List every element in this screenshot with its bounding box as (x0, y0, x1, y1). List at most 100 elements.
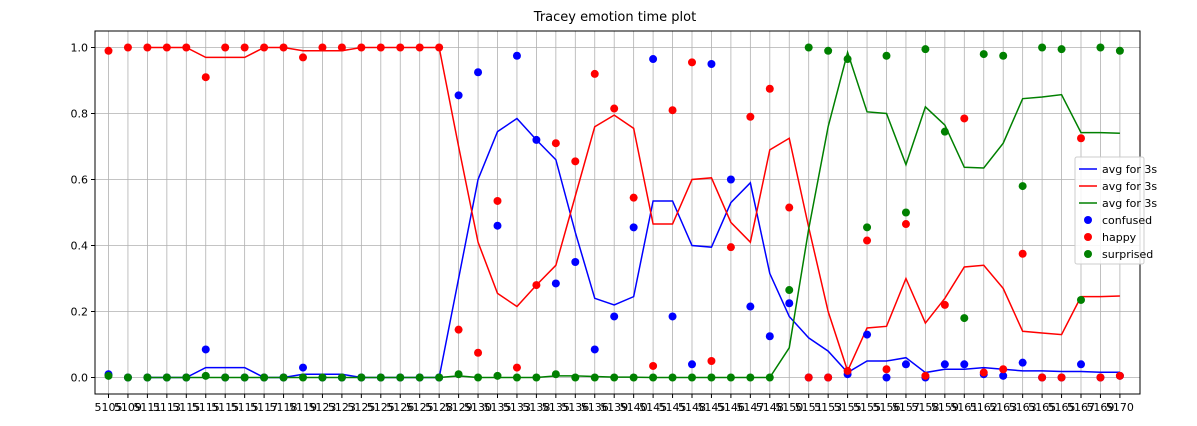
happy-point (1077, 134, 1085, 143)
confused-point (765, 332, 774, 341)
surprised-point (999, 51, 1008, 60)
x-tick-label: 5148 (678, 401, 706, 414)
surprised-point (221, 373, 230, 382)
surprised-point (843, 55, 852, 64)
happy-point (357, 43, 366, 52)
x-tick-label: 5151 (795, 401, 823, 414)
happy-point (921, 371, 930, 380)
x-tick-label: 5165 (1048, 401, 1076, 414)
x-tick-label: 5123 (308, 401, 336, 414)
happy-point (824, 373, 833, 382)
x-tick-label: 5169 (1086, 401, 1114, 414)
x-tick-label: 5145 (697, 401, 725, 414)
surprised-point (493, 371, 502, 380)
happy-point (649, 361, 658, 370)
surprised-point (512, 373, 521, 382)
surprised-point (726, 373, 735, 382)
happy-point (1057, 373, 1066, 382)
happy-point (512, 363, 521, 372)
surprised-point (765, 373, 774, 382)
x-tick-label: 5115 (172, 401, 200, 414)
happy-point (804, 373, 813, 382)
x-tick-label: 5135 (542, 401, 570, 414)
x-tick-label: 5128 (425, 401, 453, 414)
surprised-point (824, 46, 833, 55)
happy-point (688, 58, 696, 67)
x-tick-label: 5125 (367, 401, 395, 414)
confused-point (960, 360, 969, 369)
happy-point (785, 203, 794, 212)
happy-point (940, 300, 949, 309)
points-layer (104, 43, 1124, 382)
surprised-point (863, 223, 872, 232)
x-tick-label: 5145 (659, 401, 687, 414)
confused-point (901, 360, 910, 369)
surprised-point (551, 370, 560, 379)
x-tick-label: 5146 (717, 401, 745, 414)
x-tick-label: 5119 (289, 401, 317, 414)
x-tick-label: 5150 (775, 401, 803, 414)
y-tick-label: 1.0 (71, 42, 89, 55)
surprised-point (610, 373, 619, 382)
happy-point (337, 43, 346, 52)
x-tick-label: 5156 (873, 401, 901, 414)
x-tick-label: 5167 (1067, 401, 1095, 414)
legend-label: surprised (1102, 248, 1153, 261)
confused-point (474, 68, 483, 77)
surprised-point (162, 373, 171, 382)
happy-point (201, 73, 210, 82)
surprised-point (474, 373, 483, 382)
confused-point (746, 302, 755, 311)
x-tick-label: 5153 (814, 401, 842, 414)
x-tick-label: 5126 (386, 401, 414, 414)
happy-point (318, 43, 327, 52)
avg-line-0000ff (147, 117, 1120, 379)
x-tick-label: 5115 (211, 401, 239, 414)
y-tick-label: 0.2 (71, 306, 89, 319)
x-tick-label: 5105 (95, 401, 123, 414)
x-tick-label: 5139 (600, 401, 628, 414)
grid-layer (95, 31, 1140, 394)
surprised-point (629, 373, 638, 382)
x-tick-label: 5161 (950, 401, 978, 414)
surprised-point (590, 373, 599, 382)
surprised-point (1077, 295, 1085, 304)
surprised-point (785, 286, 794, 295)
y-tick-label: 0.4 (71, 240, 89, 253)
surprised-point (260, 373, 269, 382)
ticks-layer: 5105510951115113511551155115511551175118… (71, 42, 1134, 415)
legend-marker-swatch (1084, 216, 1092, 224)
x-tick-label: 5125 (347, 401, 375, 414)
legend-label: avg for 3s (1102, 163, 1157, 176)
happy-point (960, 114, 969, 123)
happy-point (1115, 371, 1124, 380)
x-tick-label: 5155 (834, 401, 862, 414)
x-tick-label: 5115 (192, 401, 220, 414)
x-tick-label: 5163 (989, 401, 1017, 414)
happy-point (726, 243, 735, 252)
happy-point (979, 368, 988, 377)
confused-point (785, 299, 794, 308)
confused-point (940, 360, 949, 369)
happy-point (415, 43, 424, 52)
happy-point (162, 43, 171, 52)
surprised-point (396, 373, 405, 382)
surprised-point (571, 373, 580, 382)
happy-point (299, 53, 307, 62)
legend-box (1074, 156, 1145, 265)
x-tick-label: 5113 (153, 401, 181, 414)
x-tick-label: 5111 (133, 401, 161, 414)
confused-point (999, 371, 1008, 380)
x-tick-label: 5165 (1028, 401, 1056, 414)
surprised-point (435, 373, 444, 382)
confused-point (1077, 360, 1085, 369)
legend-label: happy (1102, 231, 1137, 244)
happy-point (240, 43, 249, 52)
happy-point (1038, 373, 1047, 382)
surprised-point (707, 373, 716, 382)
confused-point (299, 363, 307, 372)
happy-point (279, 43, 288, 52)
happy-point (610, 104, 619, 113)
